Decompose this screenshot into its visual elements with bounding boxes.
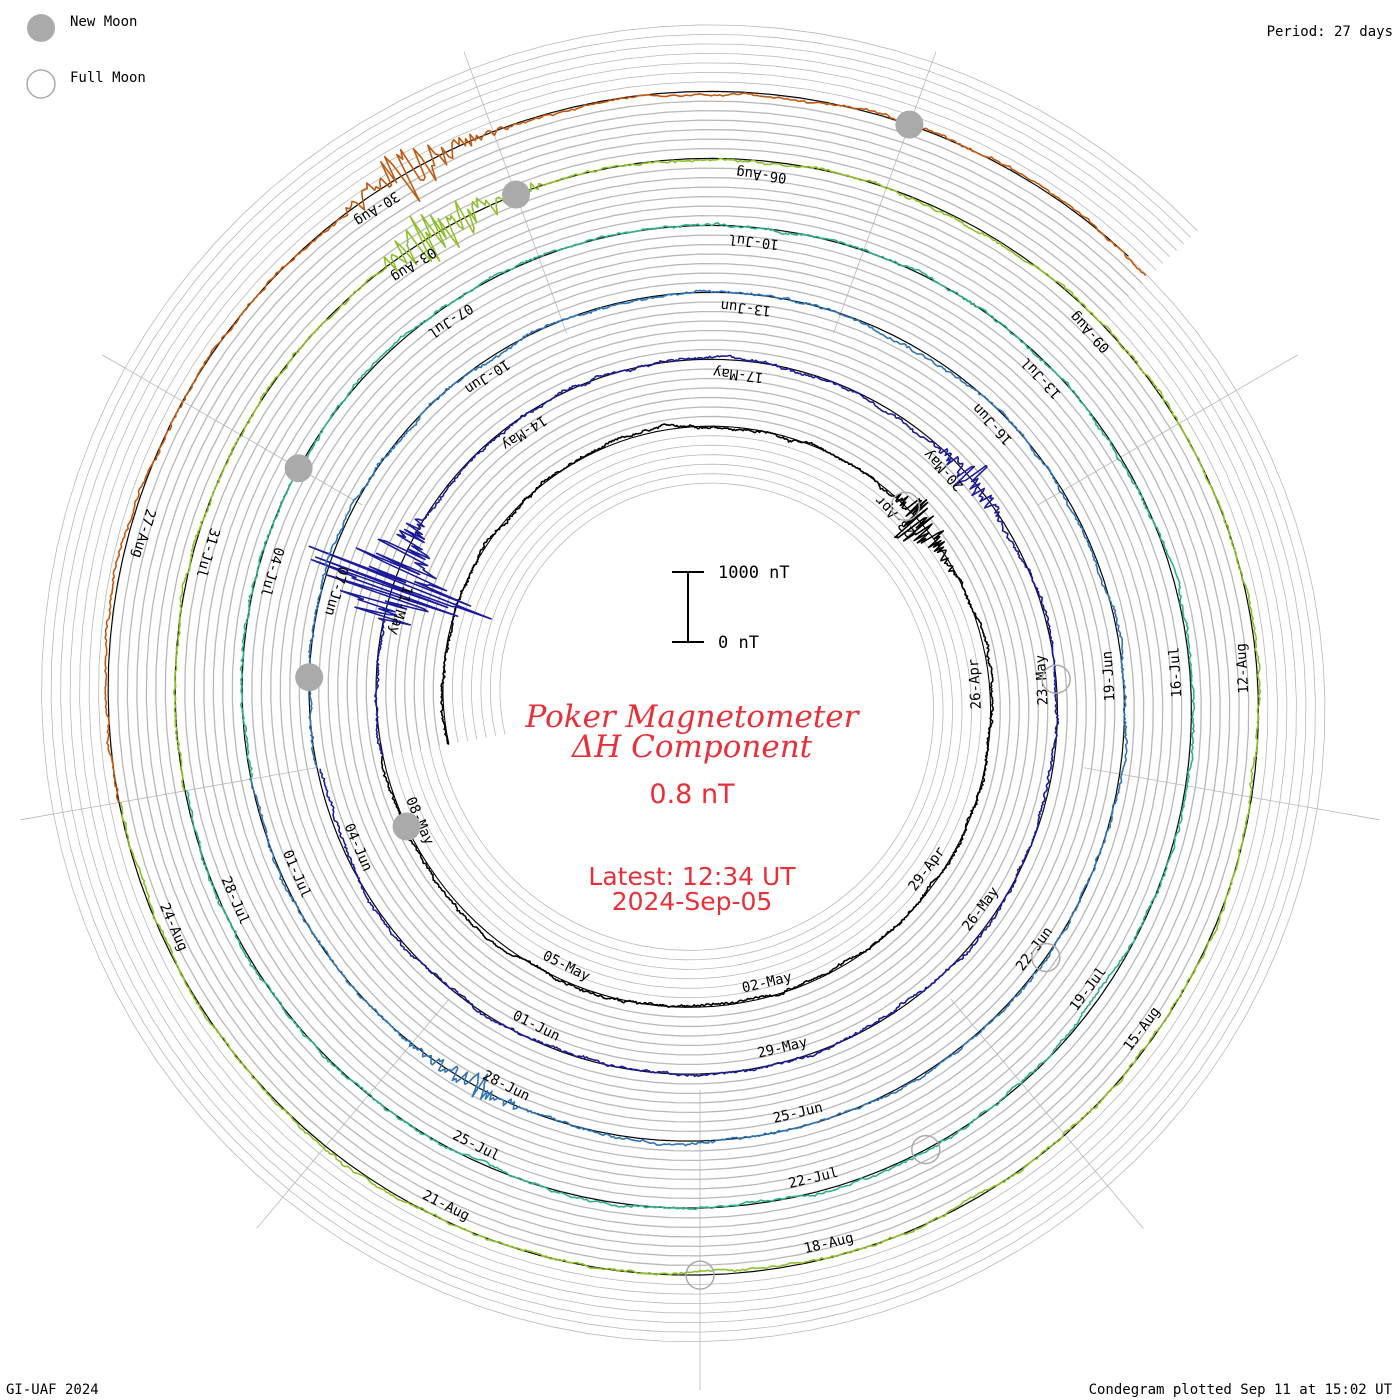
date-tick-label: 05-May [540,948,592,985]
full-moon-marker [890,491,921,522]
date-tick-label: 19-Jul [1067,964,1110,1014]
full-moon-marker [1041,664,1071,695]
grid-spiral [69,52,1297,1314]
series-trace [120,157,1262,1276]
full-moon-marker [685,1260,715,1290]
baseline-spiral [107,90,1259,1276]
current-value: 0.8 nT [649,779,735,810]
grid-spiral [145,128,1221,1238]
date-tick-label: 13-Jun [720,297,772,319]
new-moon-marker [295,663,324,692]
period-label: Period: 27 days [1266,24,1393,40]
radial-grid-line [1084,767,1380,821]
date-tick-label: 10-Jun [462,356,513,397]
date-tick-label: 16-Jul [1166,647,1185,698]
radial-grid [20,51,1380,1390]
date-tick-label: 28-Jun [480,1068,532,1105]
radial-grid-line [950,998,1144,1229]
series-trace [249,289,1128,1147]
date-tick-label: 21-Aug [420,1187,472,1224]
series-trace [104,92,1147,803]
grid-spiral [164,147,1202,1219]
radial-grid-line [256,998,450,1229]
footer-plot-time: Condegram plotted Sep 11 at 15:02 UT [1088,1382,1392,1398]
full-moon-marker [1031,942,1061,973]
date-tick-label: 17-May [712,364,764,386]
date-tick-label: 28-Jul [218,874,253,927]
scale-bar-bottom-label: 0 nT [718,633,759,653]
moon-phase-markers [284,110,1071,1290]
radial-grid-line [833,51,937,334]
new-moon-legend-icon [27,14,55,42]
new-moon-marker [392,812,421,841]
series-trace [185,222,1196,1211]
latest-date: 2024-Sep-05 [612,887,773,916]
series-trace [308,354,1060,1078]
grid-spiral [60,43,1307,1324]
date-tick-label: 26-May [959,884,1002,934]
grid-spiral [79,62,1288,1305]
date-tick-label: 30-Aug [351,188,402,229]
full-moon-marker [911,1134,941,1165]
date-tick-label: 10-Jul [728,230,780,252]
radial-grid-line [20,767,316,821]
radial-grid-line [1037,354,1298,506]
latest-time: Latest: 12:34 UT [588,862,796,891]
date-tick-label: 24-Aug [156,901,191,954]
date-tick-label: 26-Apr [966,658,985,709]
date-tick-label: 29-Apr [906,844,949,894]
grid-spiral [88,71,1278,1295]
grid-spirals [41,24,1326,1343]
date-tick-label: 12-Aug [1233,643,1252,694]
chart-subtitle: ΔH Component [571,729,813,765]
new-moon-marker [502,180,531,209]
grid-spiral [117,100,1250,1267]
full-moon-legend-icon [26,69,56,99]
scale-bar: 1000 nT 0 nT [672,563,790,653]
date-tick-label: 06-Aug [735,164,787,186]
new-moon-marker [284,454,313,483]
date-tick-label: 19-Jun [1100,650,1119,701]
grid-spiral [155,138,1212,1229]
radial-grid-line [102,354,363,506]
grid-spiral [98,81,1269,1286]
scale-bar-top-label: 1000 nT [718,563,790,583]
series-trace [380,423,994,1008]
full-moon-legend-label: Full Moon [70,70,146,86]
new-moon-marker [895,110,924,139]
date-tick-label: 15-Aug [1121,1004,1164,1054]
grid-spiral [136,119,1231,1248]
date-tick-label: 01-Jul [279,848,314,901]
footer-credit: GI-UAF 2024 [6,1382,99,1398]
grid-spiral [50,33,1316,1333]
date-tick-label: 03-Aug [388,244,439,285]
date-tick-label: 07-Jul [425,300,476,341]
new-moon-legend-label: New Moon [70,14,138,30]
date-tick-label: 01-Jun [510,1008,562,1045]
date-tick-label: 14-May [498,412,549,453]
chart-title: Poker Magnetometer [525,699,861,735]
grid-spiral [126,109,1240,1257]
